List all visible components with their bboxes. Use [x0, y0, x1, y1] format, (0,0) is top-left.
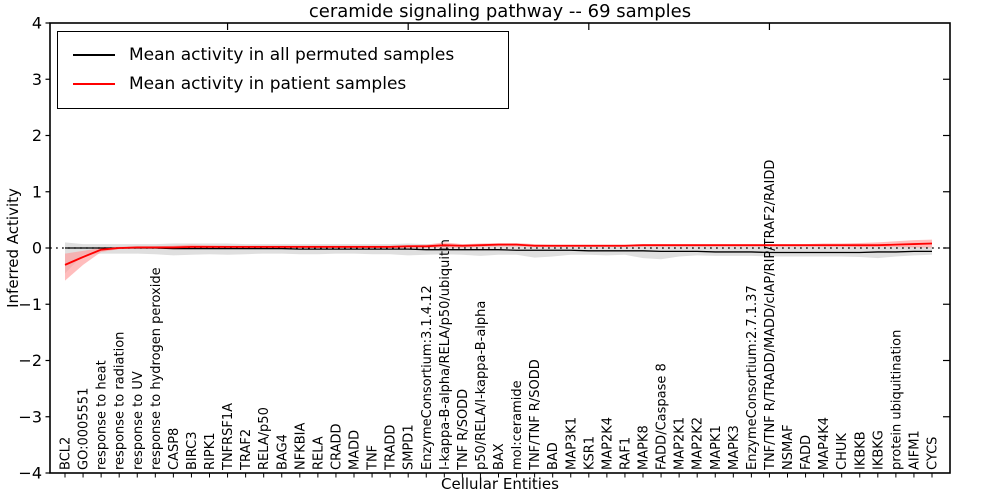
patient-mean-line [64, 242, 933, 266]
x-tick-label: CRADD [329, 424, 344, 471]
legend-item-permuted: Mean activity in all permuted samples [73, 40, 508, 69]
x-tick-label: TRAF2 [239, 429, 254, 471]
y-tick-label: −3 [18, 407, 42, 426]
x-tick-label: NSMAF [781, 424, 796, 470]
patient-band [65, 239, 932, 281]
x-tick-label: protein ubiquitination [889, 330, 904, 470]
x-tick-label: TRADD [384, 425, 399, 471]
x-axis-label: Cellular Entities [441, 475, 559, 493]
x-tick-label: RELA [311, 436, 326, 470]
x-tick-label: TNF [366, 445, 381, 471]
x-tick-label: mol:ceramide [510, 380, 525, 470]
x-tick-label: response to radiation [113, 332, 128, 470]
y-tick-label: −4 [18, 464, 42, 483]
legend: Mean activity in all permuted samples Me… [57, 31, 509, 109]
x-tick-label: p50/RELA/I-kappa-B-alpha [474, 301, 489, 470]
x-tick-label: FADD/Caspase 8 [655, 363, 670, 470]
x-tick-label: NFKBIA [293, 423, 308, 470]
x-tick-label: response to heat [95, 360, 110, 470]
x-tick-label: CASP8 [167, 428, 182, 470]
x-tick-label: BAX [492, 443, 507, 470]
chart-title: ceramide signaling pathway -- 69 samples [308, 1, 692, 22]
x-tick-label: MADD [348, 430, 363, 470]
legend-label-patient: Mean activity in patient samples [129, 73, 407, 94]
x-tick-label: AIFM1 [907, 430, 922, 470]
x-tick-label: RELA/p50 [257, 407, 272, 470]
x-tick-label: MAP3K1 [564, 417, 579, 470]
x-tick-label: BCL2 [59, 437, 74, 470]
x-tick-label: MAPK3 [727, 425, 742, 470]
x-tick-label: EnzymeConsortium:3.1.4.12 [420, 285, 435, 470]
x-tick-label: SMPD1 [402, 424, 417, 470]
x-tick-label: GO:0005551 [77, 388, 92, 470]
x-tick-label: response to hydrogen peroxide [149, 267, 164, 470]
legend-item-patient: Mean activity in patient samples [73, 69, 508, 98]
x-tick-label: response to UV [131, 371, 146, 470]
x-tick-label: CHUK [835, 433, 850, 470]
x-tick-label: TNFRSF1A [221, 403, 236, 471]
x-tick-label: MAP2K1 [673, 417, 688, 470]
x-tick-label: MAP2K4 [600, 417, 615, 470]
patient-line-swatch [73, 82, 115, 85]
x-tick-label: KSR1 [582, 436, 597, 470]
permuted-mean-line [65, 247, 932, 254]
y-tick-label: 1 [32, 182, 42, 201]
x-tick-label: MAP2K2 [691, 417, 706, 470]
x-tick-label: TNF/TNF R/SODD [528, 359, 543, 471]
x-tick-label: MAP4K4 [817, 417, 832, 470]
x-tick-label: RAF1 [618, 437, 633, 470]
x-tick-label: TNF/TNF R/TRADD/MADD/cIAP/RIP/TRAF2/RAID… [763, 160, 778, 471]
x-tick-label: TNF R/SODD [456, 389, 471, 471]
x-tick-label: IKBKB [853, 431, 868, 470]
permuted-band [65, 242, 932, 274]
x-tick-label: CYCS [926, 437, 941, 470]
x-tick-label: BAD [546, 442, 561, 470]
y-tick-label: 4 [32, 14, 42, 33]
x-tick-label: MAPK8 [637, 425, 652, 470]
y-axis-label: Inferred Activity [4, 188, 22, 308]
x-tick-label: MAPK1 [709, 425, 724, 470]
x-tick-label: BAG4 [275, 434, 290, 470]
y-tick-label: −2 [18, 351, 42, 370]
x-tick-label: I-kappa-B-alpha/RELA/p50/ubiquitin [438, 239, 453, 470]
x-tick-label: FADD [799, 435, 814, 470]
y-tick-label: −1 [18, 295, 42, 314]
x-tick-label: RIPK1 [203, 432, 218, 470]
x-tick-label: EnzymeConsortium:2.7.1.37 [745, 285, 760, 470]
y-tick-label: 2 [32, 126, 42, 145]
legend-label-permuted: Mean activity in all permuted samples [129, 44, 455, 65]
y-tick-label: 3 [32, 70, 42, 89]
x-tick-label: BIRC3 [185, 432, 200, 471]
permuted-line-swatch [73, 53, 115, 56]
y-tick-label: 0 [32, 239, 42, 258]
x-tick-label: IKBKG [871, 430, 886, 470]
